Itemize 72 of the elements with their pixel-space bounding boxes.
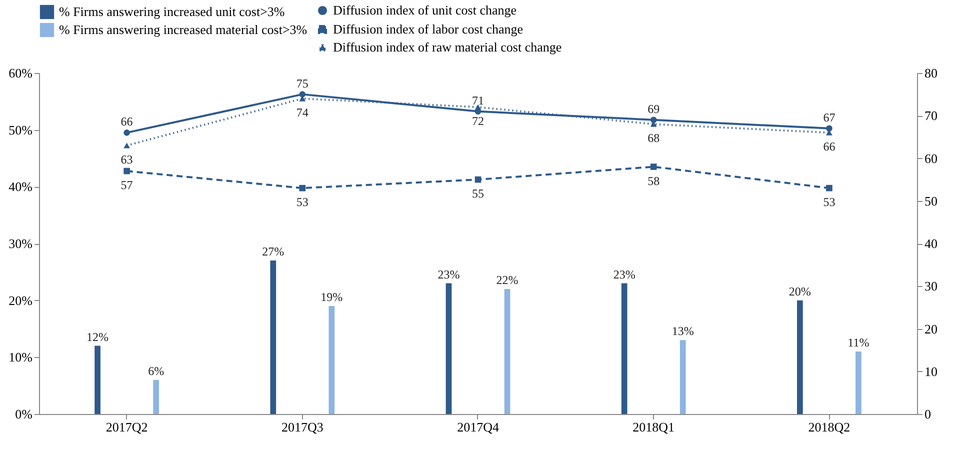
data-label: 23%: [613, 267, 636, 282]
legend-label: Diffusion index of unit cost change: [333, 2, 517, 18]
y2-tick-label: 60: [924, 150, 938, 166]
bar: [504, 288, 510, 414]
point: [474, 104, 482, 110]
y2-tick-label: 30: [924, 278, 938, 294]
y-tick-label: 30%: [8, 236, 33, 251]
legend-label: Diffusion index of raw material cost change: [333, 40, 562, 54]
bar: [797, 300, 803, 414]
data-label: 69: [648, 102, 660, 116]
data-label: 71: [472, 93, 484, 108]
legend-label: Diffusion index of labor cost change: [333, 22, 524, 36]
bar: [680, 340, 686, 414]
y-tick-label: 40%: [8, 179, 33, 194]
data-label: 53: [823, 195, 836, 210]
point: [650, 116, 657, 124]
data-label: 67: [823, 110, 836, 124]
y-tick-label: 10%: [8, 350, 33, 365]
data-label: 72: [472, 114, 484, 128]
data-label: 53: [296, 195, 308, 210]
data-label: 68: [648, 131, 660, 146]
legend-label: % Firms answering increased material cost>3%: [59, 22, 308, 37]
bar: [94, 346, 100, 414]
x-tick-label: 2017Q4: [457, 420, 500, 434]
y-tick-label: 50%: [8, 122, 33, 138]
data-label: 58: [648, 174, 660, 188]
point: [299, 91, 306, 98]
data-label: 12%: [86, 330, 109, 344]
data-label: 66: [120, 114, 133, 129]
data-label: 19%: [320, 290, 343, 304]
y2-tick-label: 20: [924, 321, 938, 336]
data-label: 66: [823, 140, 836, 154]
data-label: 74: [296, 106, 308, 120]
x-tick-label: 2018Q2: [808, 420, 850, 434]
point: [124, 130, 130, 136]
y-tick-label: 60%: [8, 66, 33, 80]
y2-tick-label: 10: [924, 364, 938, 379]
data-label: 63: [120, 152, 133, 166]
legend-label: % Firms answering increased unit cost>3%: [59, 4, 285, 19]
data-label: 23%: [438, 267, 460, 282]
point: [299, 184, 306, 192]
bar: [856, 351, 862, 414]
y-tick-label: 20%: [8, 292, 33, 308]
y2-tick-label: 70: [924, 108, 938, 124]
bar: [153, 380, 159, 414]
bar: [621, 283, 628, 414]
point: [650, 164, 657, 170]
point: [474, 176, 482, 183]
data-label: 11%: [848, 335, 870, 350]
data-label: 22%: [496, 272, 518, 287]
x-tick-label: 2017Q3: [281, 420, 324, 434]
data-label: 55: [472, 186, 484, 201]
bar: [328, 306, 335, 414]
point: [124, 168, 130, 174]
data-label: 13%: [672, 324, 694, 338]
bar: [270, 260, 276, 414]
x-tick-label: 2018Q1: [632, 420, 675, 434]
y-tick-label: 0%: [15, 406, 33, 422]
y2-tick-label: 80: [924, 66, 938, 80]
x-tick-label: 2017Q2: [106, 420, 148, 434]
y2-tick-label: 0: [924, 406, 931, 422]
data-label: 6%: [148, 364, 164, 378]
data-label: 75: [296, 76, 308, 90]
y2-tick-label: 50: [924, 193, 938, 208]
bar: [446, 283, 452, 414]
y2-tick-label: 40: [924, 236, 938, 251]
data-label: 57: [120, 178, 133, 192]
data-label: 20%: [788, 284, 811, 298]
data-label: 27%: [262, 244, 284, 259]
point: [826, 125, 832, 132]
point: [826, 184, 832, 192]
point: [124, 142, 130, 148]
